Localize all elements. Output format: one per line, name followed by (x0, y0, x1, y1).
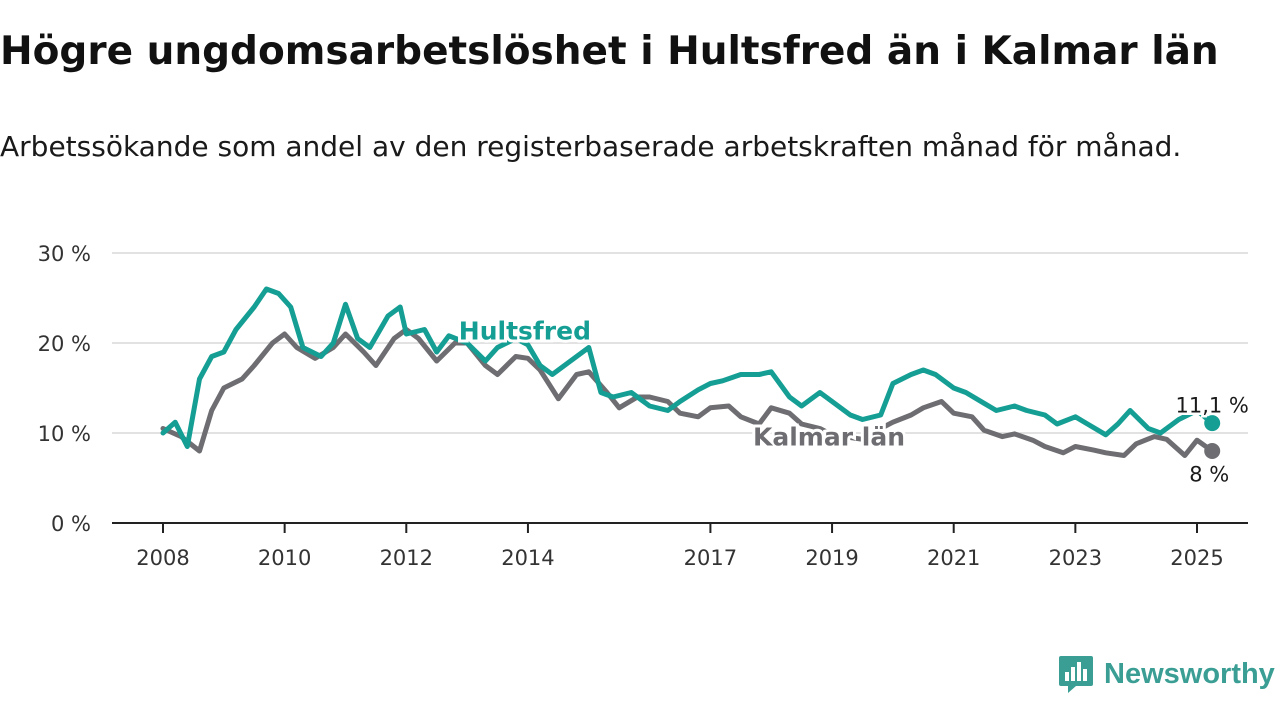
end-value-label-kalmar-lan: 8 % (1189, 463, 1229, 487)
x-tick-label: 2012 (380, 546, 433, 570)
series-end-dot (1204, 415, 1221, 432)
series-lines (160, 286, 1221, 459)
x-tick-label: 2021 (927, 546, 980, 570)
series-label-hultsfred: Hultsfred (459, 316, 591, 345)
series-line-kalmar-lan (160, 327, 1215, 458)
chart-subtitle: Arbetssökande som andel av den registerb… (0, 130, 1182, 163)
series-end-dot (1204, 443, 1221, 459)
series-labels: Kalmar län Hultsfred 11,1 % 8 % (456, 313, 1252, 489)
x-tick-label: 2023 (1049, 546, 1102, 570)
y-tick-label: 20 % (38, 332, 91, 356)
x-tick-label: 2010 (258, 546, 311, 570)
y-tick-label: 0 % (51, 512, 91, 536)
end-value-label-hultsfred: 11,1 % (1176, 393, 1249, 417)
y-axis-ticks: 0 % 10 % 20 % 30 % (38, 242, 91, 536)
x-tick-label: 2008 (136, 546, 189, 570)
x-tick-label: 2014 (501, 546, 554, 570)
newsworthy-logo: Newsworthy (1058, 652, 1275, 696)
series-line-hultsfred (160, 286, 1215, 449)
brand-name: Newsworthy (1104, 658, 1275, 690)
x-tick-label: 2019 (805, 546, 858, 570)
chart-title: Högre ungdomsarbetslöshet i Hultsfred än… (0, 29, 1219, 74)
x-tick-label: 2017 (684, 546, 737, 570)
bar-chart-icon (1059, 656, 1093, 693)
gridlines (112, 252, 1248, 524)
y-tick-label: 10 % (38, 422, 91, 446)
x-tick-label: 2025 (1170, 546, 1223, 570)
series-label-kalmar-lan: Kalmar län (753, 423, 905, 452)
x-axis-ticks: 2008 2010 2012 2014 2017 2019 2021 2023 2025 (136, 523, 1224, 570)
y-tick-label: 30 % (38, 242, 91, 266)
